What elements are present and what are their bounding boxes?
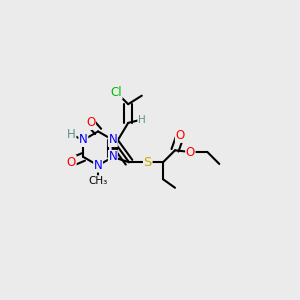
Text: N: N (94, 159, 103, 172)
Text: O: O (176, 129, 185, 142)
Text: Cl: Cl (110, 86, 122, 99)
Text: H: H (67, 128, 76, 141)
Text: CH₃: CH₃ (88, 176, 108, 186)
Text: N: N (79, 134, 88, 146)
Text: S: S (144, 156, 152, 169)
Text: O: O (86, 116, 95, 129)
Text: O: O (186, 146, 195, 158)
Text: N: N (109, 151, 117, 164)
Text: N: N (109, 134, 117, 146)
Text: O: O (67, 156, 76, 169)
Text: H: H (138, 115, 146, 124)
